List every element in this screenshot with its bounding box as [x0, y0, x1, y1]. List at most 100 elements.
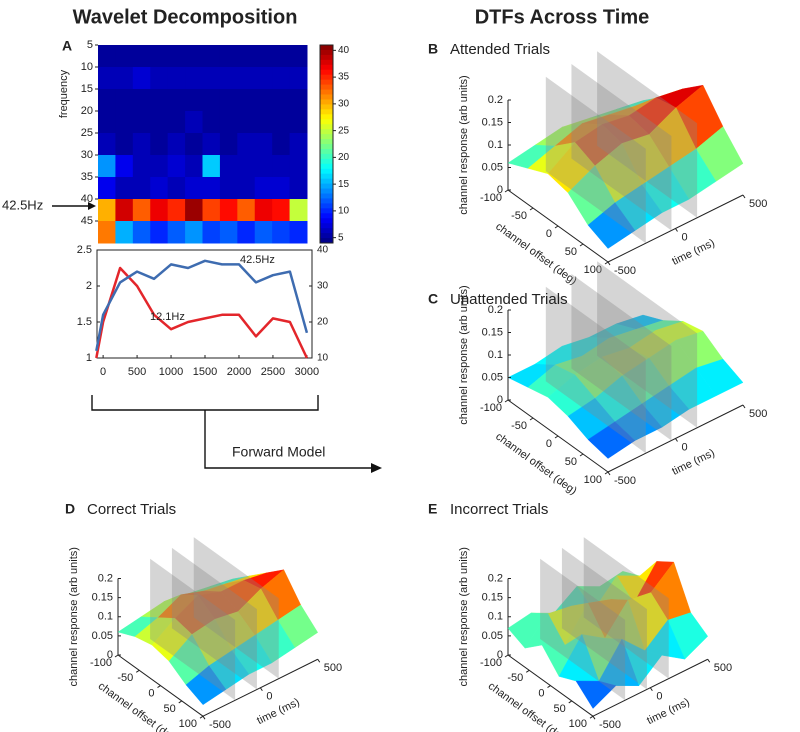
x-tick-label: 500	[128, 366, 146, 378]
heatmap-cell	[272, 45, 291, 68]
y-tick-label: -500	[614, 475, 636, 487]
x-tick-label: -50	[511, 420, 527, 432]
heatmap-cell	[185, 199, 203, 222]
heatmap-cell	[289, 221, 308, 244]
z-axis-label: channel response (arb units)	[458, 547, 470, 686]
y-axis-label: time (ms)	[670, 447, 716, 478]
x-tick	[504, 654, 509, 658]
heatmap-cell	[237, 221, 256, 244]
z-tick-label: 0.1	[488, 349, 503, 361]
heatmap-cell	[272, 133, 291, 156]
colorbar-step	[320, 134, 333, 140]
heatmap-cell	[272, 67, 291, 90]
x-tick	[529, 207, 534, 211]
x-tick-label: -100	[480, 402, 502, 414]
time-plane	[561, 547, 647, 690]
x-tick-label: 3000	[295, 366, 319, 378]
surface-patch	[185, 665, 227, 705]
z-tick-label: 0	[497, 184, 503, 196]
heatmap-cell	[289, 67, 308, 90]
z-tick-label: 0.05	[92, 630, 113, 642]
y-tick	[675, 438, 678, 442]
colorbar-step	[320, 173, 333, 180]
heatmap-cell	[289, 155, 308, 178]
panel-label: C	[428, 291, 438, 307]
y-tick-label: 0	[682, 231, 688, 243]
heatmap-cell	[272, 221, 291, 244]
y-tick-label: 40	[81, 193, 93, 205]
colorbar-step	[320, 89, 333, 95]
x-tick-label: 100	[179, 718, 197, 730]
y-tick-label: 500	[714, 662, 732, 674]
colorbar-step	[320, 45, 333, 51]
y-tick-label: -500	[209, 719, 231, 731]
heatmap-cell	[167, 111, 186, 134]
panel-label: B	[428, 41, 438, 57]
heatmap-cell	[132, 221, 151, 244]
heatmap-cell	[185, 221, 203, 244]
colorbar-step	[320, 74, 333, 81]
heatmap-cell	[272, 155, 291, 178]
y-axis-label: time (ms)	[255, 696, 301, 727]
z-tick-label: 0	[497, 394, 503, 406]
x-tick	[547, 685, 551, 689]
heatmap-cell	[254, 221, 273, 244]
colorbar-step	[320, 218, 333, 224]
series-label: 42.5Hz	[240, 254, 275, 266]
x-tick-label: -100	[90, 657, 112, 669]
heatmap-cell	[272, 89, 291, 112]
colorbar-step	[320, 238, 333, 244]
heatmap-cell	[289, 111, 308, 134]
heatmap-cell	[185, 111, 203, 134]
colorbar-label: 15	[338, 179, 350, 190]
x-tick	[135, 669, 140, 673]
x-tick	[529, 417, 534, 421]
z-tick-label: 0.2	[488, 572, 503, 584]
heatmap-cell	[167, 199, 186, 222]
colorbar-step	[320, 79, 333, 86]
heatmap-cell	[289, 133, 308, 156]
y-tick	[742, 404, 746, 409]
z-tick-label: 0.1	[488, 139, 503, 151]
heatmap-cell	[132, 133, 151, 156]
series-label: 12.1Hz	[150, 311, 185, 323]
arrow-line	[204, 410, 372, 469]
colorbar-step	[320, 59, 333, 66]
heatmap-cell	[237, 111, 256, 134]
y-tick-label: -500	[614, 265, 636, 277]
arrow-head	[371, 463, 382, 473]
heatmap-cell	[219, 177, 238, 200]
x-tick-label: 100	[584, 264, 602, 276]
time-plane	[597, 51, 698, 218]
colorbar-step	[320, 69, 333, 76]
colorbar-step	[320, 64, 333, 71]
heatmap-cell	[98, 45, 116, 68]
x-tick-label: 50	[565, 246, 577, 258]
colorbar-label: 35	[338, 72, 350, 83]
z-tick-label: 0.2	[488, 94, 503, 106]
y-tick-label: 2	[86, 280, 92, 292]
colorbar-label: 20	[338, 152, 350, 163]
surface-patch	[587, 421, 636, 459]
heatmap-cell	[202, 67, 221, 90]
plot-frame	[96, 249, 313, 359]
heatmap-cell	[237, 133, 256, 156]
time-plane	[150, 558, 236, 701]
colorbar-label: 40	[338, 45, 350, 56]
x-tick-label: 2000	[227, 366, 251, 378]
time-plane	[545, 76, 646, 244]
heatmap-cell	[272, 199, 291, 222]
y-tick	[592, 715, 596, 720]
x-tick-label: 1000	[159, 366, 183, 378]
x-tick	[579, 453, 584, 457]
heatmap-cell	[202, 133, 221, 156]
x-tick	[554, 435, 559, 439]
heatmap-cell	[254, 45, 273, 68]
panel-label: A	[62, 38, 72, 54]
z-tick-label: 0.1	[488, 611, 503, 623]
colorbar-step	[320, 104, 333, 110]
heatmap-cell	[237, 67, 256, 90]
x-tick	[157, 685, 161, 689]
colorbar-step	[320, 148, 333, 155]
colorbar-step	[320, 198, 333, 204]
